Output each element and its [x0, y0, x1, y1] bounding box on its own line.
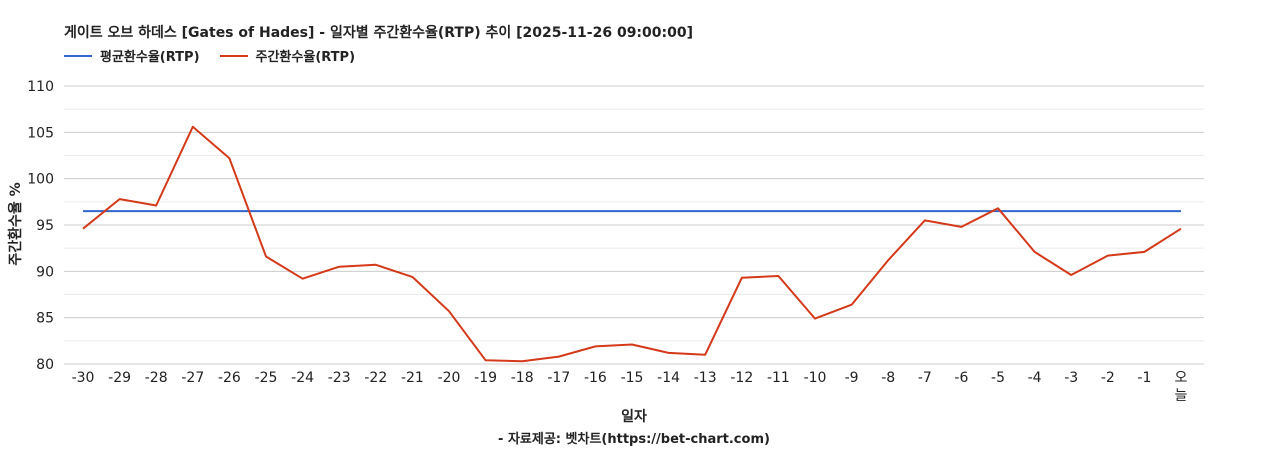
legend-swatch-average — [64, 54, 92, 57]
x-tick-label: -16 — [584, 370, 607, 386]
x-tick-label: -20 — [438, 370, 461, 386]
x-axis-title: 일자 — [621, 409, 647, 425]
x-tick-label: -23 — [328, 370, 351, 386]
x-tick-label: -11 — [767, 370, 790, 386]
x-tick-label: -8 — [881, 370, 895, 386]
chart-title: 게이트 오브 하데스 [Gates of Hades] - 일자별 주간환수율(… — [64, 25, 693, 41]
legend: 평균환수율(RTP) 주간환수율(RTP) — [64, 46, 375, 65]
x-tick-label: -28 — [145, 370, 168, 386]
legend-label-average: 평균환수율(RTP) — [100, 50, 200, 65]
y-tick-label: 105 — [27, 125, 54, 141]
x-tick-label: -15 — [621, 370, 644, 386]
x-tick-label: -2 — [1101, 370, 1115, 386]
x-tick-label: -24 — [291, 370, 314, 386]
y-tick-label: 100 — [27, 172, 54, 188]
x-tick-label: -7 — [918, 370, 932, 386]
x-tick-label: -17 — [547, 370, 570, 386]
x-tick-label: -10 — [804, 370, 827, 386]
x-tick-label: -12 — [730, 370, 753, 386]
x-tick-label: -9 — [845, 370, 859, 386]
source-credit: - 자료제공: 벳차트(https://bet-chart.com) — [498, 432, 770, 447]
x-tick-label: -5 — [991, 370, 1005, 386]
x-tick-label: -1 — [1137, 370, 1151, 386]
x-tick-label: -26 — [218, 370, 241, 386]
x-tick-label: -18 — [511, 370, 534, 386]
legend-swatch-weekly — [219, 54, 248, 57]
legend-item-weekly[interactable]: 주간환수율(RTP) — [219, 46, 356, 65]
x-tick-label: -4 — [1028, 370, 1042, 386]
x-tick-label: -27 — [181, 370, 204, 386]
y-axis-title: 주간환수율 % — [7, 182, 24, 265]
legend-label-weekly: 주간환수율(RTP) — [255, 50, 356, 65]
x-tick-label: -22 — [364, 370, 387, 386]
x-tick-label: -29 — [108, 370, 131, 386]
x-tick-label: -6 — [954, 370, 968, 386]
x-tick-label: -25 — [255, 370, 278, 386]
x-tick-label: -30 — [72, 370, 95, 386]
legend-item-average[interactable]: 평균환수율(RTP) — [64, 46, 200, 65]
y-tick-label: 90 — [36, 264, 54, 280]
weekly-rtp-line — [82, 125, 1182, 363]
y-tick-label: 95 — [36, 218, 54, 234]
x-tick-label: -13 — [694, 370, 717, 386]
y-tick-label: 110 — [27, 79, 54, 95]
y-tick-label: 80 — [36, 357, 54, 373]
x-tick-label: -3 — [1064, 370, 1078, 386]
y-tick-label: 85 — [36, 311, 54, 327]
x-tick-label: -21 — [401, 370, 424, 386]
x-tick-label: -14 — [657, 370, 680, 386]
x-tick-label: -19 — [474, 370, 497, 386]
